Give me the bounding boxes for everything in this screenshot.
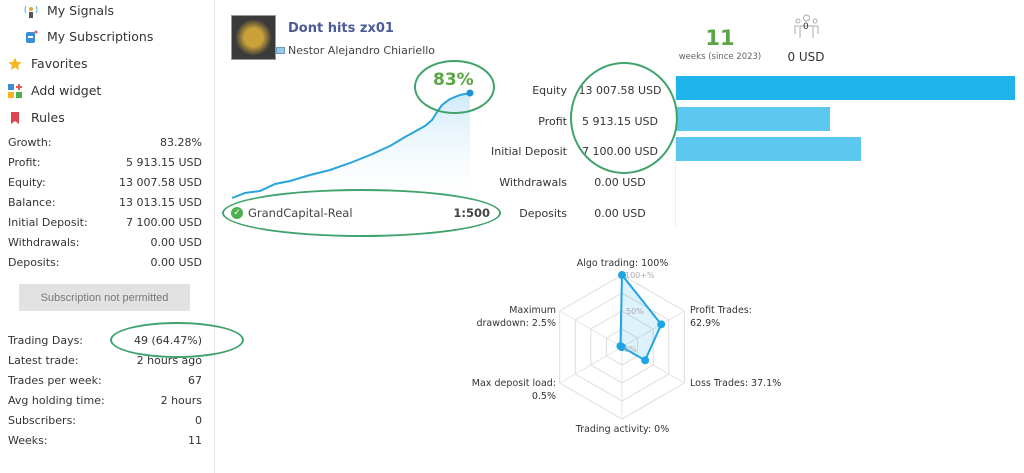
sidebar: My Signals My Subscriptions Favorites Ad… xyxy=(0,0,215,473)
annotation-oval xyxy=(414,60,495,114)
radar-spoke xyxy=(621,310,685,348)
stat-label: Equity: xyxy=(8,176,46,189)
subscription-price: 0 USD xyxy=(787,50,825,64)
stat-row: Equity: 13 007.58 USD xyxy=(8,174,202,192)
menu-label: Favorites xyxy=(31,56,88,71)
menu-add-widget[interactable]: Add widget xyxy=(8,83,101,98)
stat-label: Deposits: xyxy=(8,256,60,269)
balance-label: Initial Deposit xyxy=(491,145,567,159)
subscribers-icon: 0 xyxy=(793,14,820,40)
menu-label: My Subscriptions xyxy=(47,29,154,44)
subscribers-count: 0 xyxy=(803,22,809,32)
stat-label: Trading Days: xyxy=(8,334,84,347)
stat-value: 0.00 USD xyxy=(150,256,203,269)
radar-point xyxy=(616,342,625,351)
stat-label: Initial Deposit: xyxy=(8,216,88,229)
subscription-button[interactable]: Subscription not permitted xyxy=(19,284,190,311)
stat-value: 11 xyxy=(188,434,202,447)
stat-row: Balance: 13 013.15 USD xyxy=(8,194,202,212)
stat-row: Avg holding time: 2 hours xyxy=(8,392,202,410)
stat-label: Withdrawals: xyxy=(8,236,80,249)
weeks-count: 11 xyxy=(705,26,735,50)
stat-row: Subscribers: 0 xyxy=(8,412,202,430)
radar-point xyxy=(618,271,626,279)
annotation-oval xyxy=(570,62,678,174)
menu-rules[interactable]: Rules xyxy=(8,110,65,125)
menu-label: Add widget xyxy=(31,83,102,98)
balance-value: 0.00 USD xyxy=(594,206,646,220)
stat-label: Trades per week: xyxy=(8,374,102,387)
radar-axis-label: Profit Trades: 62.9% xyxy=(690,305,752,329)
menu-my-subscriptions[interactable]: My Subscriptions xyxy=(24,29,153,44)
author-name[interactable]: Nestor Alejandro Chiariello xyxy=(288,44,436,57)
stat-value: 7 100.00 USD xyxy=(126,216,202,229)
annotation-oval xyxy=(110,322,244,358)
star-icon xyxy=(8,57,22,71)
radar-spoke xyxy=(559,346,623,384)
balance-bar xyxy=(676,137,862,162)
radar-ring-label: 0% xyxy=(624,345,637,354)
stat-row: Profit: 5 913.15 USD xyxy=(8,154,202,172)
stat-value: 2 hours xyxy=(160,394,202,407)
stat-row: Deposits: 0.00 USD xyxy=(8,254,202,272)
stat-value: 13 013.15 USD xyxy=(119,196,202,209)
menu-label: My Signals xyxy=(47,3,115,18)
stat-label: Weeks: xyxy=(8,434,48,447)
stat-value: 5 913.15 USD xyxy=(126,156,202,169)
stat-value: 0 xyxy=(195,414,202,427)
balance-label: Deposits xyxy=(519,206,567,220)
balance-label: Profit xyxy=(538,114,567,128)
signal-tower-icon xyxy=(24,4,38,18)
signal-title[interactable]: Dont hits zx01 xyxy=(288,21,394,36)
stat-label: Subscribers: xyxy=(8,414,77,427)
widget-icon xyxy=(8,83,22,98)
stat-row: Trades per week: 67 xyxy=(8,372,202,390)
stat-row: Growth: 83.28% xyxy=(8,134,202,152)
radar-point xyxy=(641,356,650,365)
flag-icon xyxy=(276,47,285,54)
menu-label: Rules xyxy=(31,110,65,125)
radar-ring-label: 50% xyxy=(626,307,644,316)
stat-value: 13 007.58 USD xyxy=(119,176,202,189)
radar-spoke xyxy=(559,310,623,348)
stat-row: Withdrawals: 0.00 USD xyxy=(8,234,202,252)
bookmark-icon xyxy=(8,111,22,125)
annotation-oval xyxy=(222,189,501,237)
menu-favorites[interactable]: Favorites xyxy=(8,56,87,71)
signal-avatar[interactable] xyxy=(231,15,276,60)
weeks-label: weeks (since 2023) xyxy=(678,52,762,62)
stat-row: Weeks: 11 xyxy=(8,432,202,450)
balance-label: Withdrawals xyxy=(499,176,567,190)
radar-axis-label: Max deposit load: 0.5% xyxy=(471,378,556,402)
radar-axis-label: Trading activity: 0% xyxy=(575,424,670,435)
stat-value: 0.00 USD xyxy=(150,236,203,249)
bar-axis xyxy=(675,78,676,228)
radar-axis-label: Algo trading: 100% xyxy=(576,258,669,269)
stat-label: Profit: xyxy=(8,156,41,169)
stat-label: Latest trade: xyxy=(8,354,79,367)
subscription-icon xyxy=(24,30,38,44)
stat-row: Initial Deposit: 7 100.00 USD xyxy=(8,214,202,232)
stat-label: Avg holding time: xyxy=(8,394,105,407)
stat-label: Growth: xyxy=(8,136,52,149)
stat-value: 83.28% xyxy=(160,136,202,149)
balance-bar xyxy=(676,76,1015,100)
balance-value: 0.00 USD xyxy=(594,176,646,190)
radar-axis-label: Loss Trades: 37.1% xyxy=(690,378,782,389)
balance-label: Equity xyxy=(532,84,567,97)
menu-my-signals[interactable]: My Signals xyxy=(24,3,114,18)
radar-point xyxy=(657,320,666,329)
radar-ring-label: 100+% xyxy=(625,271,655,280)
stat-value: 67 xyxy=(188,374,202,387)
stat-label: Balance: xyxy=(8,196,56,209)
balance-bar xyxy=(676,106,831,131)
radar-axis-label: Maximum drawdown: 2.5% xyxy=(476,305,556,329)
